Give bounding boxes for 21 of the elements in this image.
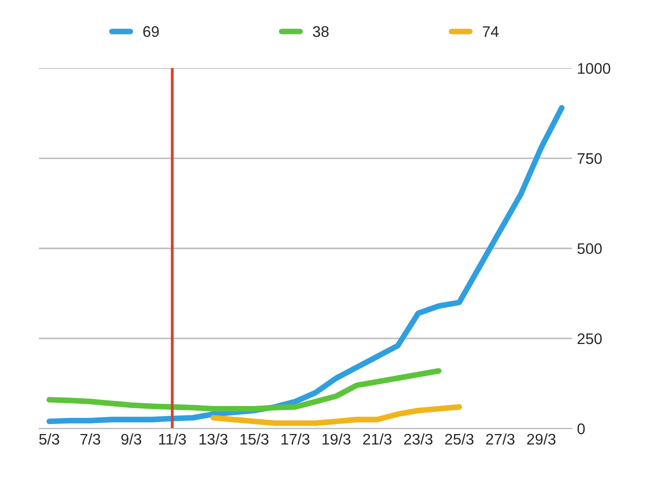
- x-tick-label: 19/3: [322, 433, 350, 445]
- y-tick-label: 250: [578, 333, 602, 344]
- x-tick-label: 29/3: [527, 433, 556, 445]
- x-tick-label: 21/3: [363, 433, 392, 445]
- legend-label: 74: [482, 26, 499, 37]
- x-tick-label: 25/3: [445, 433, 474, 445]
- x-tick-label: 13/3: [200, 433, 228, 445]
- y-tick-label: 500: [577, 243, 602, 254]
- x-tick-label: 27/3: [486, 433, 514, 445]
- x-tick-label: 7/3: [80, 433, 100, 445]
- x-tick-label: 11/3: [159, 433, 186, 445]
- x-tick-label: 5/3: [39, 433, 60, 445]
- y-tick-label: 750: [578, 153, 602, 164]
- x-tick-label: 15/3: [240, 433, 268, 445]
- legend-label: 38: [312, 26, 329, 37]
- legend-label: 69: [143, 26, 159, 37]
- y-tick-label: 0: [577, 423, 585, 434]
- x-tick-label: 17/3: [282, 433, 310, 445]
- x-tick-label: 9/3: [121, 433, 142, 445]
- y-tick-label: 1000: [578, 63, 610, 74]
- x-tick-label: 23/3: [404, 433, 432, 445]
